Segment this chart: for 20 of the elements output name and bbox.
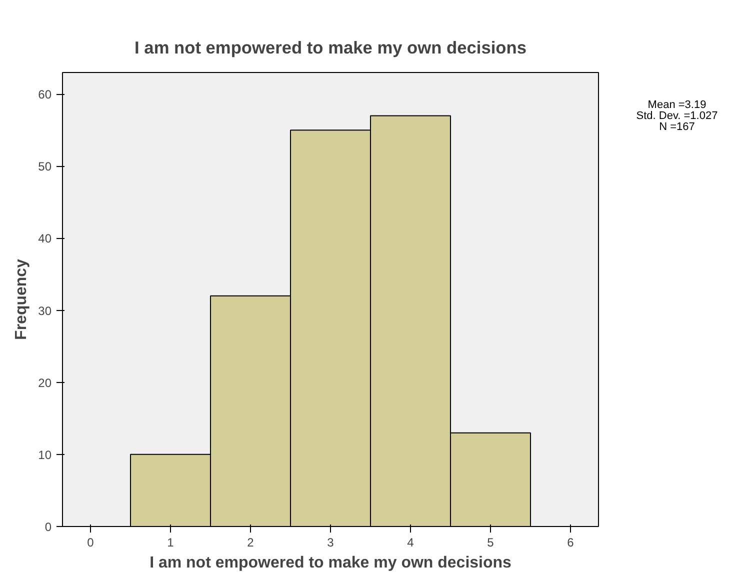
chart-title: I am not empowered to make my own decisions (134, 38, 526, 58)
y-tick-label: 40 (38, 232, 52, 246)
y-tick-label: 20 (38, 376, 52, 390)
y-axis-title: Frequency (13, 258, 30, 340)
x-tick-label: 1 (167, 536, 174, 550)
x-tick-label: 5 (487, 536, 494, 550)
y-tick-label: 10 (38, 448, 52, 462)
x-tick-label: 2 (247, 536, 254, 550)
x-tick-label: 6 (567, 536, 574, 550)
y-tick-label: 60 (38, 88, 52, 102)
x-tick-label: 0 (87, 536, 94, 550)
text: N =167 (658, 121, 696, 133)
x-tick-label: 3 (327, 536, 334, 550)
y-tick-label: 30 (38, 304, 52, 318)
text: Mean =3.19 (646, 99, 708, 111)
x-tick-label: 4 (407, 536, 414, 550)
x-axis-title: I am not empowered to make my own decisions (150, 554, 512, 572)
y-tick-label: 50 (38, 160, 52, 174)
text: Std. Dev. =1.027 (635, 110, 719, 122)
y-tick-label: 0 (44, 520, 52, 534)
